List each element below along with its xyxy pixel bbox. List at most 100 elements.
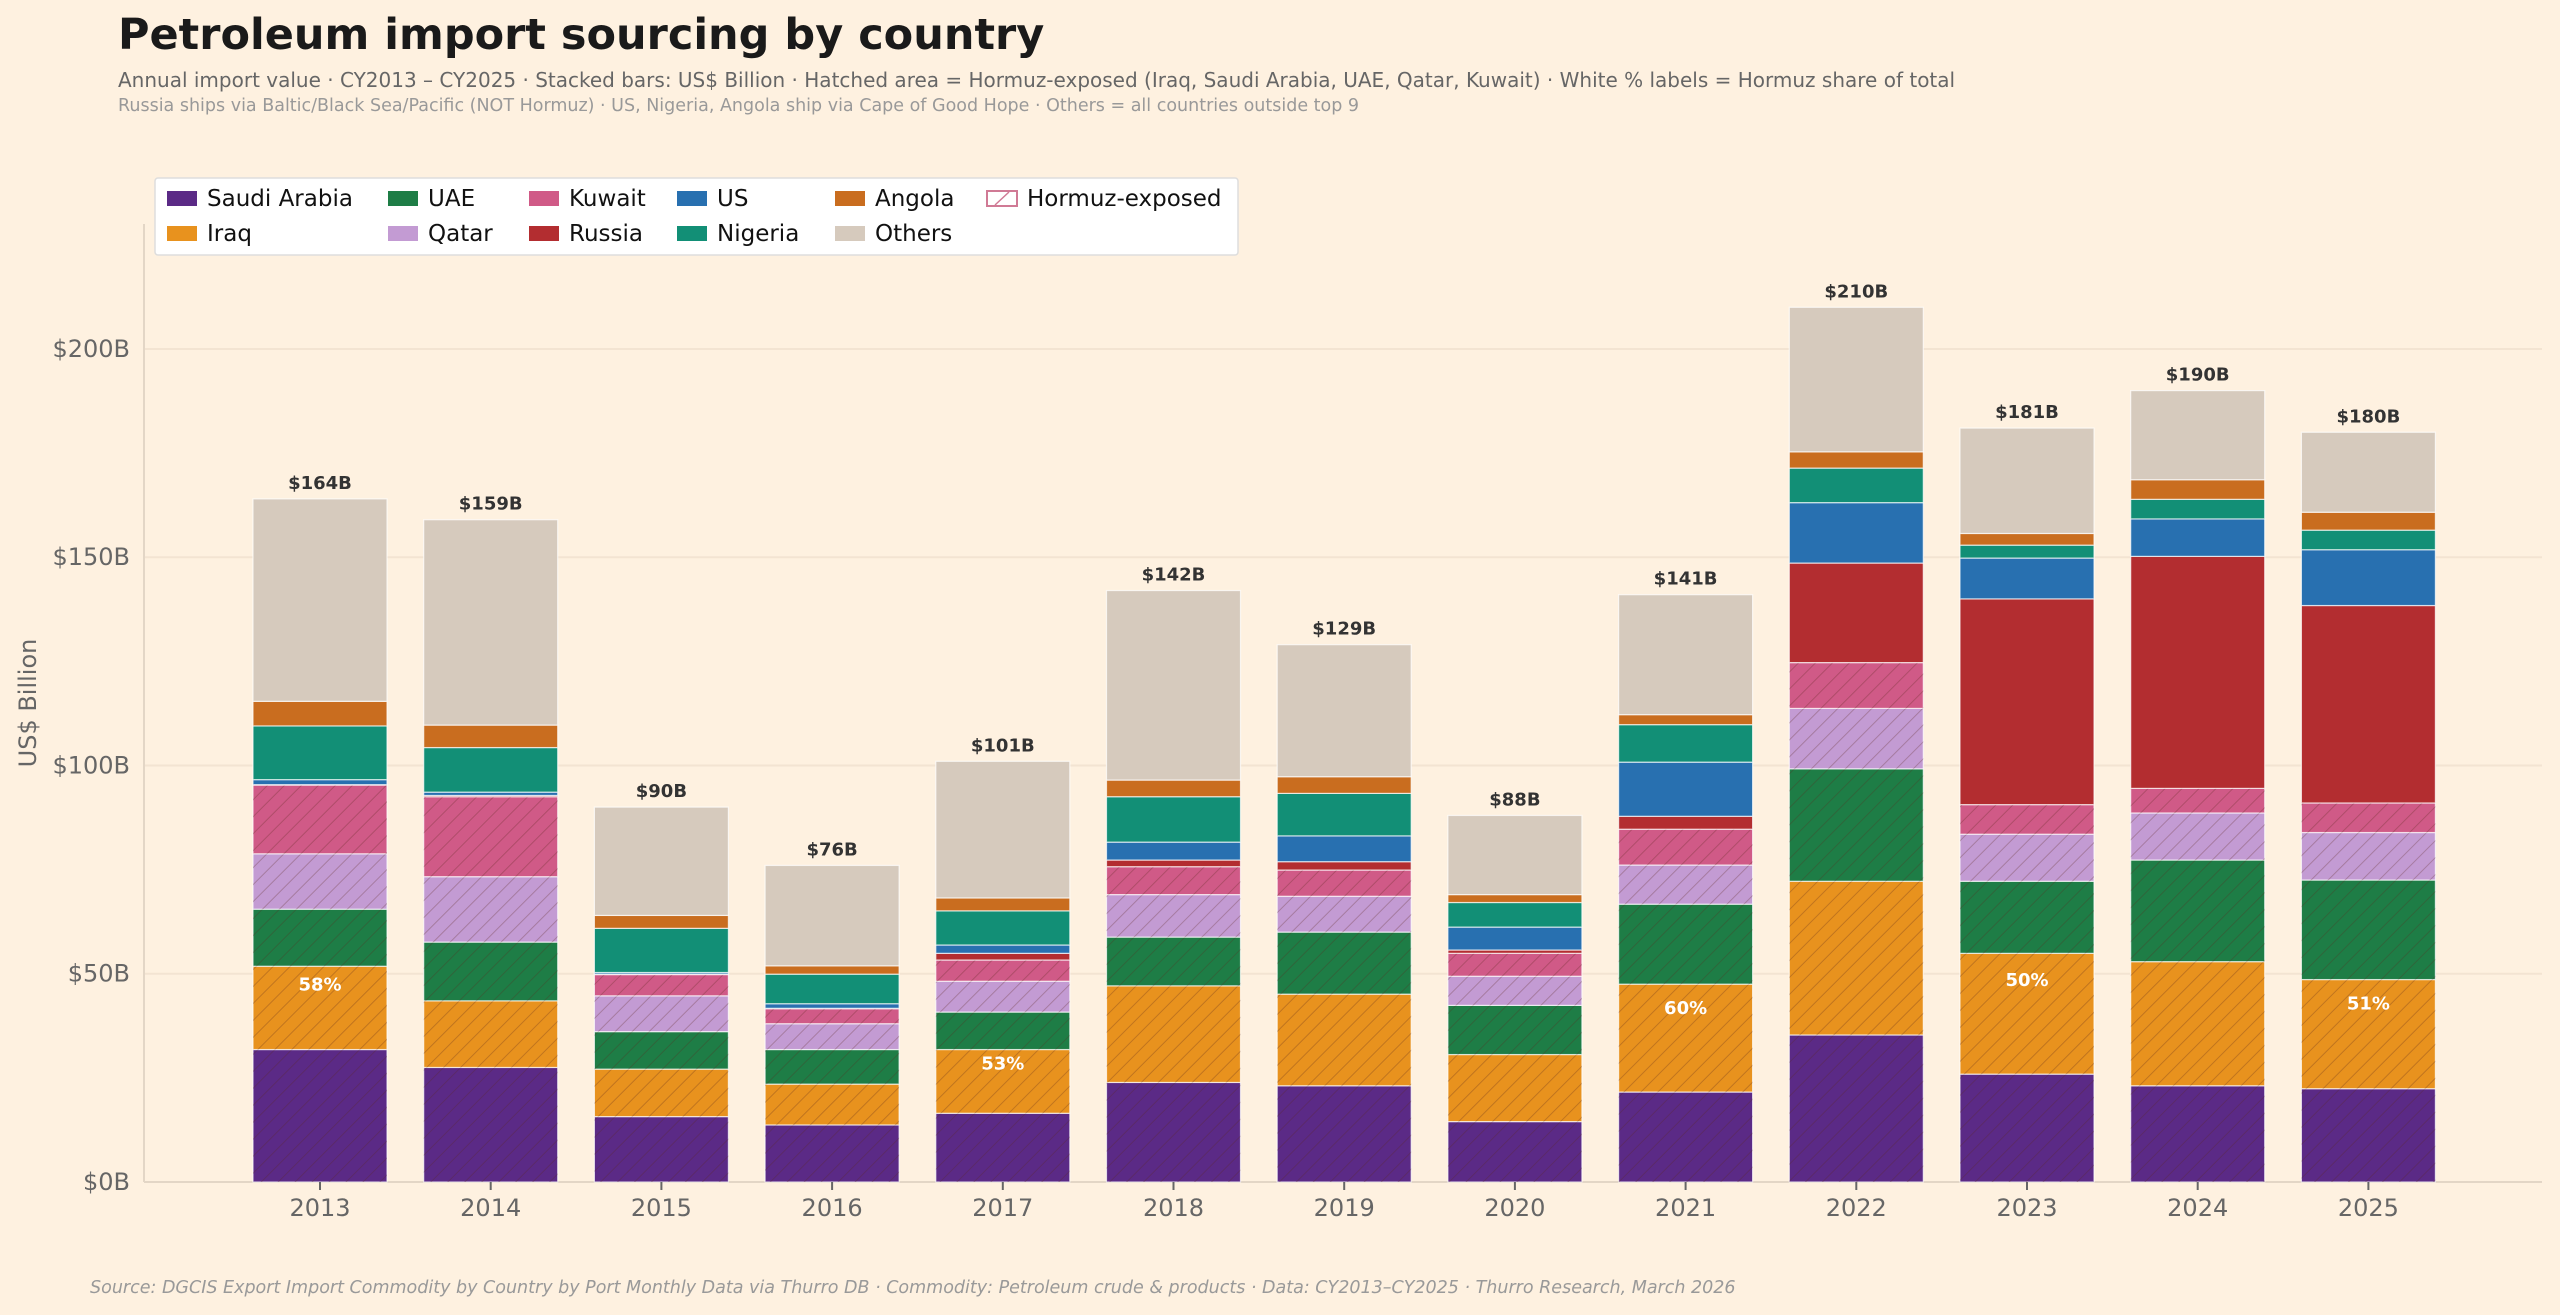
legend-box: [154, 177, 1239, 256]
bar-segment-angola: [764, 965, 900, 975]
legend-label: Qatar: [428, 221, 493, 247]
bar-segment-others: [2300, 431, 2436, 513]
total-label: $129B: [1312, 619, 1376, 640]
x-tick-label: 2020: [1484, 1194, 1545, 1222]
hormuz-hatch: [594, 974, 729, 996]
bar-2018: [1105, 589, 1242, 1183]
chart-title: Petroleum import sourcing by country: [118, 10, 1045, 60]
hormuz-hatch: [765, 1023, 900, 1050]
x-tick-label: 2023: [1996, 1194, 2057, 1222]
bar-segment-russia: [1105, 859, 1242, 868]
hormuz-hatch: [1447, 976, 1582, 1006]
bar-segment-angola: [423, 724, 559, 749]
bar-segment-others: [1959, 427, 2095, 535]
hormuz-hatch: [1277, 1085, 1412, 1182]
bar-segment-others: [252, 498, 388, 702]
hormuz-hatch: [594, 1116, 729, 1182]
bar-segment-us: [935, 944, 1071, 954]
bar-segment-russia: [2300, 604, 2436, 804]
bar-segment-angola: [1788, 451, 1924, 469]
x-tick-label: 2024: [2167, 1194, 2228, 1222]
hormuz-hatch: [253, 1049, 387, 1182]
bar-2013: [252, 498, 388, 1183]
x-tick-label: 2013: [289, 1194, 350, 1222]
total-label: $180B: [2336, 406, 2400, 427]
hormuz-hatch: [1789, 881, 1924, 1035]
y-tick-label: $50B: [68, 960, 130, 988]
x-tick-label: 2018: [1143, 1194, 1204, 1222]
bar-segment-nigeria: [593, 927, 730, 974]
bar-segment-angola: [2300, 511, 2436, 531]
legend-swatch: [677, 191, 707, 206]
total-label: $181B: [1995, 402, 2059, 423]
legend-label: Others: [875, 221, 952, 247]
hormuz-hatch: [1106, 985, 1241, 1083]
hormuz-hatch: [1277, 870, 1412, 897]
bar-segment-others: [764, 864, 900, 967]
bar-segment-us: [1447, 926, 1583, 951]
legend-item-hormuz: Hormuz-exposed: [986, 186, 1222, 212]
source-footer: Source: DGCIS Export Import Commodity by…: [90, 1278, 1736, 1298]
x-tick-label: 2025: [2338, 1194, 2399, 1222]
x-tick-label: 2019: [1314, 1194, 1375, 1222]
bar-segment-nigeria: [252, 725, 388, 781]
legend-label: US: [717, 186, 748, 212]
bar-2022: [1788, 306, 1924, 1183]
bar-segment-nigeria: [2130, 498, 2266, 520]
bar-segment-us: [764, 1003, 900, 1009]
y-tick-label: $200B: [52, 335, 130, 363]
hormuz-hatch: [1789, 662, 1924, 709]
hormuz-hatch: [423, 1067, 558, 1182]
hormuz-hatch: [594, 1031, 729, 1070]
hormuz-hatch: [594, 1069, 729, 1117]
hormuz-hatch: [1106, 894, 1241, 938]
legend-swatch: [677, 226, 707, 241]
bar-2024: [2130, 390, 2266, 1183]
legend-swatch: [388, 191, 418, 206]
hormuz-hatch: [2130, 860, 2265, 962]
bar-segment-nigeria: [1276, 792, 1412, 837]
bar-segment-us: [252, 779, 388, 786]
legend-item: Kuwait: [529, 186, 646, 212]
bar-2025: [2300, 431, 2436, 1183]
hormuz-hatch: [1447, 1054, 1582, 1122]
x-tick-label: 2016: [802, 1194, 863, 1222]
hormuz-hatch: [1618, 1092, 1753, 1182]
hatch-line: [994, 191, 1010, 206]
x-tick-label: 2017: [972, 1194, 1033, 1222]
hormuz-hatch: [1618, 865, 1753, 905]
bar-segment-angola: [935, 897, 1071, 912]
hormuz-hatch: [423, 876, 558, 943]
legend-label: Nigeria: [717, 221, 799, 247]
hormuz-hatch: [1960, 834, 2094, 882]
total-label: $76B: [806, 839, 857, 860]
total-label: $88B: [1489, 789, 1540, 810]
bar-segment-angola: [2130, 479, 2266, 500]
x-tick-label: 2014: [460, 1194, 521, 1222]
bar-segment-nigeria: [1959, 544, 2095, 559]
bar-segment-russia: [1959, 598, 2095, 806]
bar-segment-us: [2130, 518, 2266, 557]
bar-segment-angola: [1276, 776, 1412, 794]
bar-segment-others: [593, 806, 730, 917]
hormuz-hatch: [2130, 788, 2265, 813]
bar-segment-nigeria: [2300, 529, 2436, 551]
legend-label: Russia: [569, 221, 643, 247]
hormuz-hatch: [935, 981, 1070, 1013]
hormuz-hatch: [2301, 832, 2436, 881]
hormuz-hatch: [2301, 880, 2436, 980]
bar-segment-angola: [593, 914, 730, 929]
y-axis-label: US$ Billion: [14, 639, 42, 768]
total-label: $190B: [2166, 365, 2230, 386]
bar-segment-us: [2300, 549, 2436, 607]
hormuz-hatch: [1106, 866, 1241, 895]
hormuz-hatch: [1789, 768, 1924, 882]
bar-segment-nigeria: [1617, 724, 1754, 763]
hormuz-hatch: [935, 959, 1070, 982]
hormuz-hatch: [423, 1000, 558, 1068]
x-tick-label: 2015: [631, 1194, 692, 1222]
chart-note: Russia ships via Baltic/Black Sea/Pacifi…: [118, 96, 1360, 116]
hormuz-hatch: [594, 995, 729, 1032]
bar-segment-others: [1617, 594, 1754, 716]
bar-segment-russia: [2130, 555, 2266, 789]
